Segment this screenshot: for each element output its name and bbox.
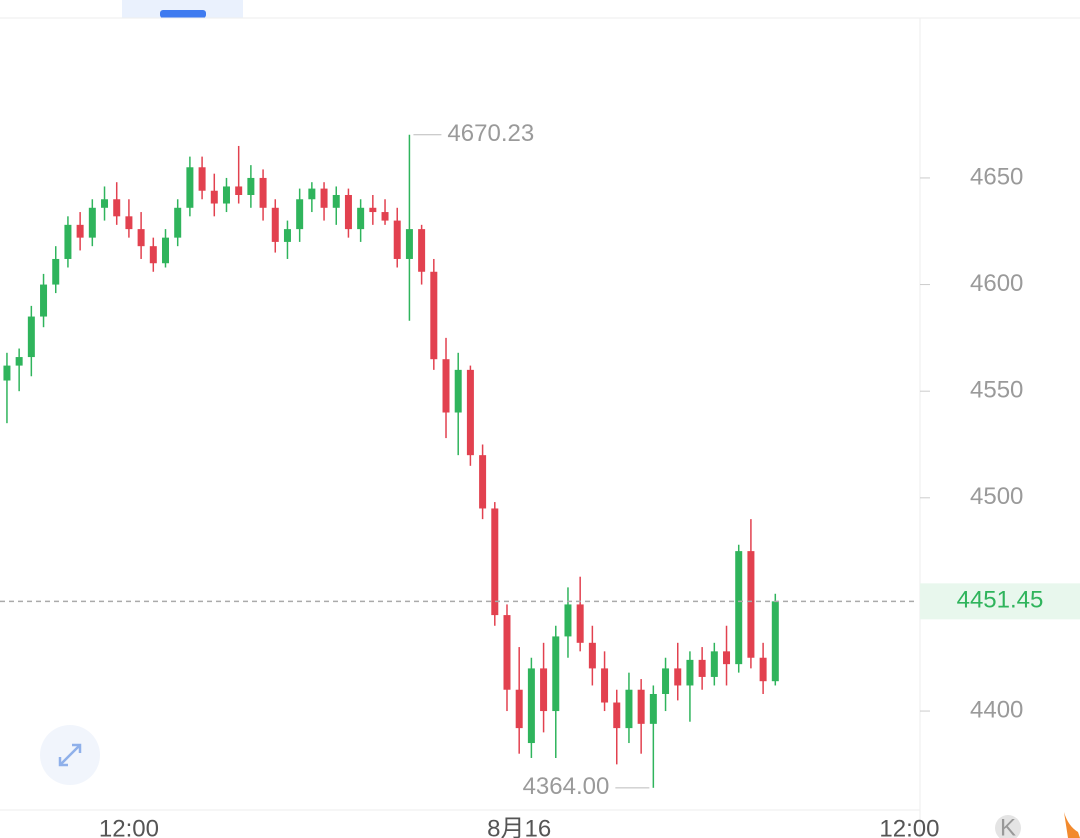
candle-body	[588, 642, 596, 669]
candle-body	[308, 188, 316, 200]
candle-body	[222, 186, 230, 204]
candle-body	[649, 693, 657, 724]
candle-body	[40, 284, 48, 317]
candle-body	[515, 689, 523, 729]
candle-body	[613, 702, 621, 729]
candle-body	[137, 229, 145, 247]
candle-body	[198, 167, 206, 191]
candle-body	[625, 689, 633, 729]
candle-body	[698, 659, 706, 677]
candle-body	[283, 229, 291, 242]
candle-body	[771, 601, 779, 682]
y-tick-label: 4650	[970, 163, 1023, 190]
candle-body	[64, 224, 72, 259]
candle-body	[247, 177, 255, 195]
candle-body	[454, 369, 462, 413]
candle-body	[637, 689, 645, 724]
candle-body	[601, 668, 609, 703]
candle-body	[15, 357, 23, 366]
candle-body	[344, 194, 352, 230]
x-tick-label: 12:00	[879, 815, 939, 838]
candle-body	[3, 365, 11, 381]
candle-body	[357, 207, 365, 230]
expand-icon	[58, 743, 82, 767]
last-price-label: 4451.45	[957, 587, 1044, 614]
candle-body	[259, 177, 267, 208]
y-tick-label: 4550	[970, 377, 1023, 404]
x-tick-label: 12:00	[99, 815, 159, 838]
candle-body	[149, 246, 157, 264]
candle-body	[710, 651, 718, 677]
y-tick-label: 4400	[970, 696, 1023, 723]
x-tick-label: 8月16	[487, 815, 551, 838]
y-tick-label: 4600	[970, 270, 1023, 297]
candle-body	[210, 190, 218, 204]
low-label: 4364.00	[523, 773, 610, 800]
candle-body	[296, 199, 304, 230]
candle-body	[393, 220, 401, 259]
candle-body	[442, 359, 450, 413]
candle-body	[674, 668, 682, 686]
candle-body	[479, 455, 487, 509]
y-tick-label: 4500	[970, 483, 1023, 510]
candle-body	[52, 258, 60, 285]
candle-body	[686, 659, 694, 686]
candle-body	[576, 604, 584, 643]
high-label: 4670.23	[447, 120, 534, 147]
candle-body	[723, 651, 731, 665]
candle-body	[540, 668, 548, 712]
candle-body	[564, 604, 572, 637]
candle-body	[503, 615, 511, 690]
last-price-bg	[920, 583, 1080, 620]
candle-body	[552, 636, 560, 712]
candle-body	[381, 212, 389, 221]
candle-body	[125, 216, 133, 230]
candle-body	[27, 316, 35, 358]
candle-body	[320, 188, 328, 208]
candle-body	[759, 657, 767, 682]
candle-body	[88, 207, 96, 238]
candle-body	[491, 508, 499, 616]
candle-body	[662, 668, 670, 694]
tab-bg	[122, 0, 243, 18]
candle-body	[162, 237, 170, 264]
candle-body	[174, 207, 182, 238]
candle-body	[332, 194, 340, 208]
k-button[interactable]	[995, 815, 1021, 838]
candle-body	[527, 668, 535, 744]
candle-body	[76, 224, 84, 238]
candle-body	[418, 229, 426, 272]
candle-body	[747, 551, 755, 658]
corner-icon	[1064, 812, 1080, 838]
tab-indicator	[160, 10, 206, 18]
candle-body	[466, 369, 474, 456]
candle-body	[186, 167, 194, 208]
candle-body	[235, 186, 243, 195]
candle-body	[405, 229, 413, 259]
k-icon: K	[1000, 814, 1016, 838]
candle-body	[113, 199, 121, 217]
candle-body	[271, 207, 279, 242]
candle-body	[369, 207, 377, 213]
candle-body	[735, 551, 743, 665]
candle-body	[430, 271, 438, 360]
candle-body	[101, 199, 109, 208]
